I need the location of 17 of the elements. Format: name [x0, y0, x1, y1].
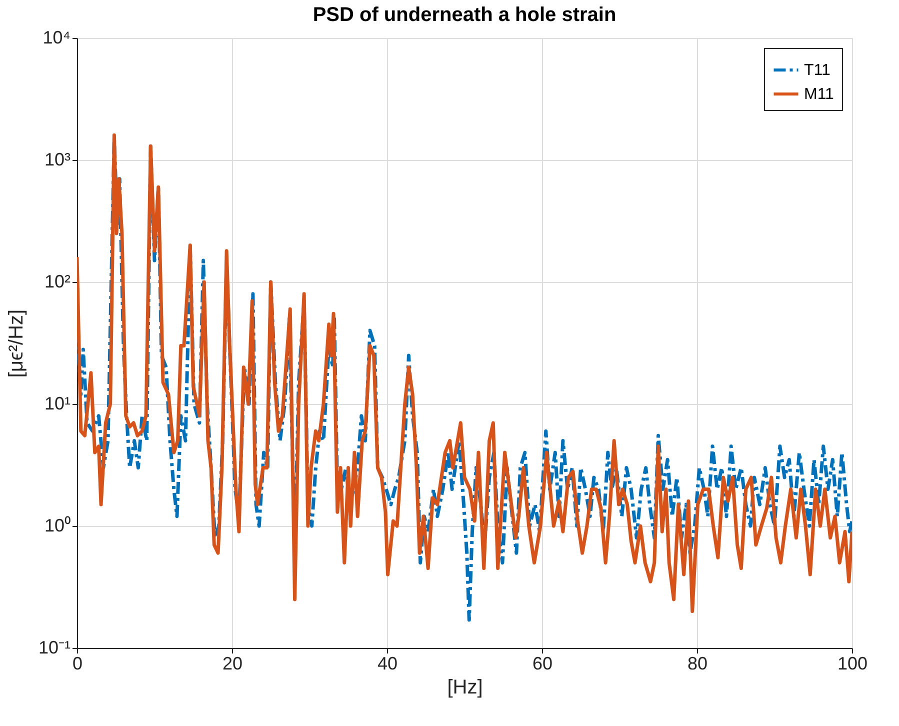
y-axis-title: [μϵ²/Hz] — [5, 309, 28, 378]
legend-label: M11 — [804, 86, 834, 103]
y-tick-label: 10⁻¹ — [38, 638, 71, 658]
y-tick-label: 10² — [44, 272, 71, 292]
y-tick-label: 10⁴ — [42, 28, 70, 48]
x-axis-title: [Hz] — [447, 676, 483, 698]
x-tick-label: 0 — [72, 654, 83, 674]
x-tick-label: 60 — [532, 654, 553, 674]
y-tick-label: 10¹ — [44, 394, 71, 414]
chart-title: PSD of underneath a hole strain — [312, 4, 616, 26]
x-tick-label: 40 — [377, 654, 398, 674]
x-tick-label: 100 — [837, 654, 868, 674]
y-tick-label: 10⁰ — [44, 516, 70, 536]
x-tick-label: 80 — [687, 654, 708, 674]
y-tick-label: 10³ — [44, 150, 71, 170]
legend-label: T11 — [804, 62, 830, 79]
x-tick-label: 20 — [222, 654, 243, 674]
